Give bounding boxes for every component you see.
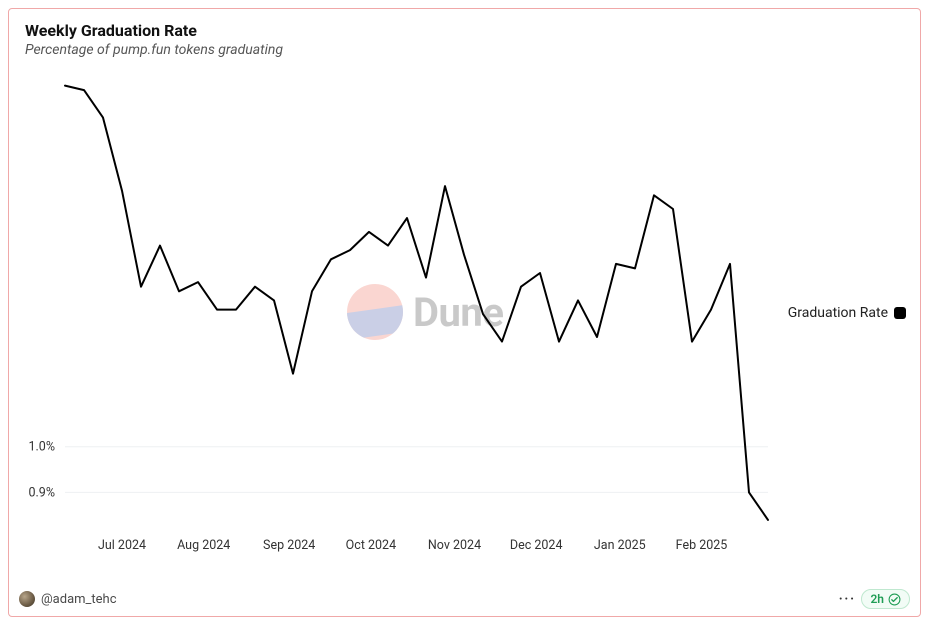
x-axis-tick-label: Nov 2024 [428,538,481,553]
check-circle-icon [888,593,901,606]
author-avatar[interactable] [19,591,35,607]
y-axis-tick-label: 0.9% [28,485,55,500]
x-axis-tick-label: Aug 2024 [177,538,230,553]
x-axis-tick-label: Jul 2024 [98,538,146,553]
freshness-label: 2h [870,592,884,606]
x-axis-tick-label: Oct 2024 [346,538,396,553]
x-axis-tick-label: Feb 2025 [676,538,728,553]
card-header: Weekly Graduation Rate Percentage of pum… [9,9,920,60]
y-axis-tick-label: 1.0% [28,440,55,455]
chart-legend: Graduation Rate [788,305,906,321]
more-menu-icon[interactable]: ··· [832,589,861,610]
freshness-badge[interactable]: 2h [861,589,910,609]
chart-card: Weekly Graduation Rate Percentage of pum… [8,8,921,617]
author-handle[interactable]: @adam_tehc [41,592,117,607]
series-line [65,86,768,520]
x-axis-tick-label: Sep 2024 [263,538,315,553]
chart-area: 0.9% 1.0% Jul 2024 Aug 2024 Sep 2024 Oct 2024… [9,71,921,571]
card-footer: @adam_tehc ··· 2h [9,586,920,616]
x-axis-tick-label: Jan 2025 [594,538,646,553]
legend-swatch [894,307,906,319]
chart-title: Weekly Graduation Rate [25,21,904,40]
x-axis-tick-label: Dec 2024 [510,538,563,553]
chart-subtitle: Percentage of pump.fun tokens graduating [25,42,904,58]
legend-label: Graduation Rate [788,305,888,321]
line-chart-svg: 0.9% 1.0% Jul 2024 Aug 2024 Sep 2024 Oct 2024… [9,71,921,571]
